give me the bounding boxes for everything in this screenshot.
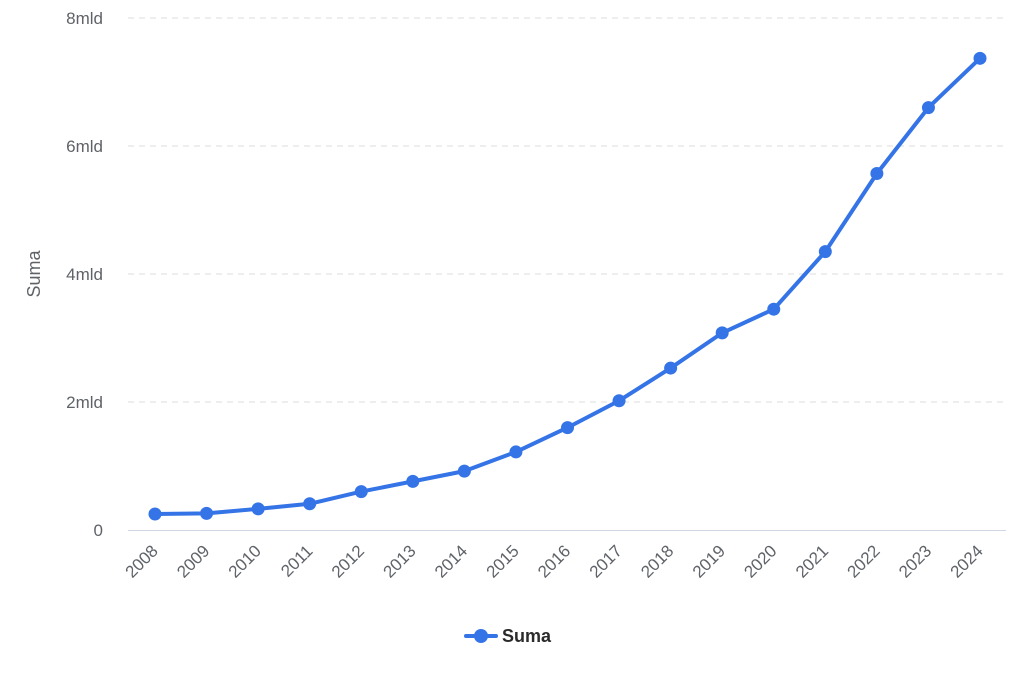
y-tick-label: 0 [94,521,103,540]
x-tick-label: 2015 [483,541,523,581]
series-layer [148,51,987,521]
grid-lines [128,17,1006,403]
data-point[interactable] [251,502,265,516]
data-point[interactable] [870,167,884,181]
y-tick-label: 2mld [66,393,103,412]
y-tick-label: 6mld [66,137,103,156]
x-tick-label: 2012 [328,541,368,581]
data-point[interactable] [767,302,781,316]
x-tick-label: 2014 [431,541,471,581]
data-point[interactable] [612,394,626,408]
data-point[interactable] [664,361,678,375]
x-tick-label: 2009 [173,541,213,581]
data-point[interactable] [354,485,368,499]
legend-label: Suma [502,626,552,646]
x-tick-label: 2013 [379,541,419,581]
x-tick-label: 2018 [637,541,677,581]
data-point[interactable] [921,101,935,115]
x-axis-ticks: 2008 2009 2010 2011 2012 2013 2014 2015 2016 2017… [122,541,987,581]
data-point[interactable] [818,245,832,259]
x-tick-label: 2019 [689,541,729,581]
x-tick-label: 2020 [740,541,780,581]
x-tick-label: 2011 [277,541,316,580]
x-tick-label: 2024 [947,541,987,581]
data-point[interactable] [406,474,420,488]
y-axis-ticks: 0 2mld 4mld 6mld 8mld [66,9,103,540]
data-point[interactable] [303,497,317,511]
data-point[interactable] [561,421,574,435]
x-tick-label: 2023 [895,541,935,581]
x-tick-label: 2017 [586,541,626,581]
y-tick-label: 8mld [66,9,103,28]
legend-marker [474,629,488,643]
data-point[interactable] [148,507,162,521]
x-tick-label: 2021 [792,541,832,581]
data-point[interactable] [509,445,523,459]
y-axis-title: Suma [24,250,44,298]
data-point[interactable] [457,464,471,478]
data-point[interactable] [973,51,987,65]
legend[interactable]: Suma [464,626,552,646]
x-tick-label: 2022 [844,541,884,581]
series-line [153,56,982,516]
data-point[interactable] [200,506,214,520]
x-tick-label: 2010 [225,541,265,581]
x-tick-label: 2016 [534,541,574,581]
data-point[interactable] [715,326,729,340]
x-tick-label: 2008 [122,541,162,581]
y-tick-label: 4mld [66,265,103,284]
